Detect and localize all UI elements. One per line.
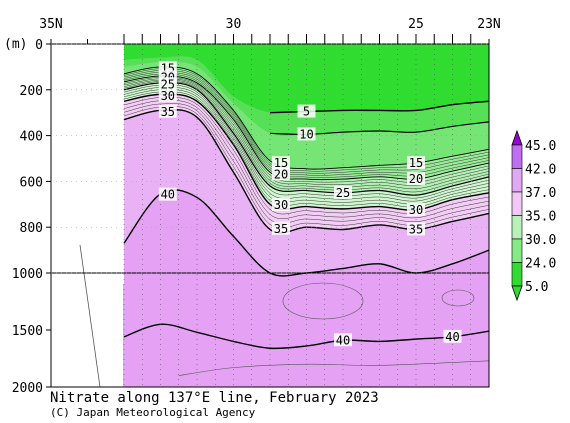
isoline-label-15: 15	[407, 156, 425, 170]
thin-contour-line	[123, 78, 489, 186]
colorbar-swatch	[511, 238, 523, 263]
y-unit-label: (m)	[4, 37, 27, 52]
isoline-label-5: 5	[297, 104, 316, 119]
contour-line-c15	[123, 66, 489, 170]
thin-contour-line	[123, 81, 489, 193]
colorbar-label: 5.0	[525, 280, 548, 295]
colorbar-swatch	[511, 144, 523, 169]
isoline-label-text: 20	[274, 167, 288, 181]
isoline-label-15: 15	[271, 156, 290, 170]
isoline-label-40: 40	[334, 333, 352, 347]
y-tick-label: 400	[20, 130, 43, 145]
colorbar-min-arrow	[511, 285, 523, 302]
no-data-region-lower	[51, 284, 123, 387]
colorbar-swatch	[511, 168, 523, 193]
fill-band-5-10	[124, 56, 489, 136]
isoline-label-text: 35	[161, 105, 175, 119]
thin-contour-line	[123, 106, 489, 229]
thin-contour-line	[123, 84, 489, 199]
thin-contour-line	[123, 103, 489, 224]
x-tick-label: 30	[226, 17, 242, 32]
colorbar-max-arrow	[511, 129, 523, 146]
isoline-label-text: 40	[161, 188, 175, 202]
isoline-label-text: 10	[299, 127, 313, 141]
isoline-label-text: 15	[409, 156, 423, 170]
y-tick-label: 600	[20, 175, 43, 190]
thin-contour-line	[123, 70, 489, 174]
colorbar-label: 35.0	[525, 210, 556, 225]
isoline-label-text: 35	[409, 222, 423, 236]
colorbar-swatch	[511, 215, 523, 240]
x-tick-label: 35N	[39, 17, 62, 32]
deep-contour-line	[178, 360, 489, 376]
bottom-topography-line	[79, 244, 101, 387]
colorbar-label: 42.0	[525, 163, 556, 178]
isoline-label-text: 40	[445, 330, 459, 344]
deep-contour-loop	[282, 282, 364, 320]
thin-contour-line	[123, 87, 489, 202]
isoline-label-40: 40	[158, 187, 177, 202]
thin-contour-line	[123, 73, 489, 178]
thin-contour-line	[123, 89, 489, 205]
isoline-label-text: 25	[161, 77, 175, 91]
y-tick-label: 2000	[12, 381, 43, 396]
isoline-label-text: 40	[336, 333, 350, 347]
thin-contour-line	[123, 79, 489, 190]
y-tick-label: 200	[20, 84, 43, 99]
isoline-label-text: 30	[161, 89, 175, 103]
deep-contour-loop	[441, 289, 475, 307]
isoline-label-text: 30	[409, 203, 423, 217]
colorbar-label: 45.0	[525, 139, 556, 154]
isoline-label-30: 30	[271, 197, 290, 212]
x-tick-label: 23N	[477, 17, 500, 32]
thin-contour-line	[123, 97, 489, 215]
no-data-region-upper	[51, 44, 124, 284]
isoline-label-text: 35	[274, 222, 288, 236]
thin-contour-line	[123, 91, 489, 208]
fill-band-20-25	[124, 76, 489, 196]
x-tick-label: 25	[408, 17, 424, 32]
isoline-label-20: 20	[271, 167, 290, 181]
isoline-label-text: 5	[303, 105, 310, 119]
y-tick-label: 1500	[12, 324, 43, 339]
thin-contour-line	[123, 68, 489, 172]
chart-credit: (C) Japan Meteorological Agency	[50, 406, 256, 419]
isoline-label-20: 20	[407, 172, 425, 186]
isoline-label-text: 15	[274, 156, 288, 170]
colorbar-label: 24.0	[525, 257, 556, 272]
isoline-label-text: 20	[409, 172, 423, 186]
y-tick-label: 0	[35, 38, 43, 53]
isoline-label-25: 25	[158, 77, 177, 91]
chart-title: Nitrate along 137°E line, February 2023	[50, 390, 379, 406]
isoline-label-40: 40	[443, 329, 462, 344]
contour-line-c30	[123, 93, 489, 211]
contour-line-c25	[123, 82, 489, 196]
isoline-label-35: 35	[407, 222, 425, 236]
isoline-label-30: 30	[158, 88, 177, 103]
colorbar-swatch	[511, 262, 523, 287]
isoline-label-30: 30	[407, 203, 425, 217]
isoline-label-text: 30	[274, 198, 288, 212]
fill-band-0-5	[124, 44, 489, 114]
isoline-label-25: 25	[334, 185, 352, 200]
colorbar-swatch	[511, 191, 523, 216]
y-tick-label: 1000	[12, 267, 43, 282]
colorbar-label: 37.0	[525, 186, 556, 201]
y-tick-label: 800	[20, 221, 43, 236]
fill-band-30-35	[124, 94, 489, 234]
isoline-label-35: 35	[158, 104, 177, 119]
colorbar-label: 30.0	[525, 233, 556, 248]
isoline-label-text: 25	[336, 186, 350, 200]
contour-line-c40_deep	[123, 323, 489, 350]
isoline-label-35: 35	[271, 221, 290, 236]
isoline-label-10: 10	[297, 127, 316, 141]
